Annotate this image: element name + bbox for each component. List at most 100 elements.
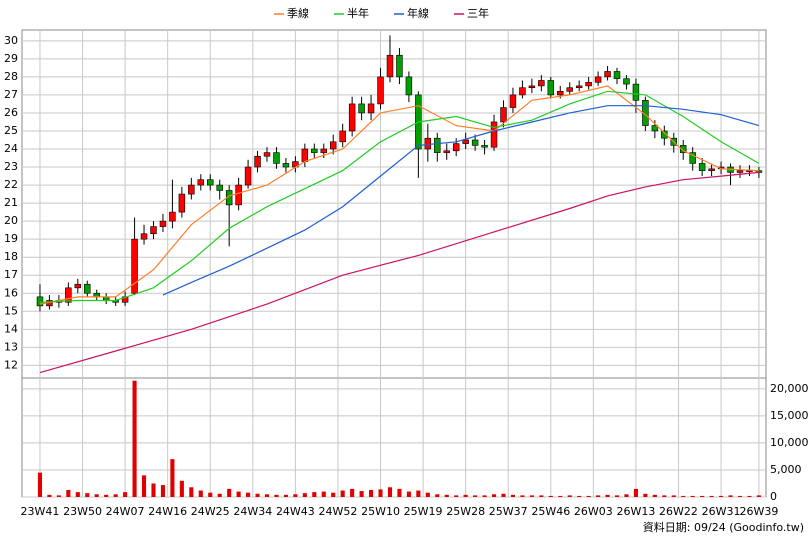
volume-bar xyxy=(444,494,449,497)
candle-body xyxy=(273,152,280,164)
y-tick-label: 25 xyxy=(4,124,18,137)
volume-bar xyxy=(75,492,80,497)
volume-bar xyxy=(605,494,610,497)
volume-bar xyxy=(217,493,222,497)
x-tick-label: 24W52 xyxy=(319,505,358,518)
ma-line xyxy=(39,85,759,305)
y-tick-label: 26 xyxy=(4,106,18,119)
candle-body xyxy=(329,141,337,150)
x-tick-label: 24W25 xyxy=(191,505,230,518)
candle-body xyxy=(65,287,72,303)
volume-bar xyxy=(567,495,572,497)
x-tick-label: 26W22 xyxy=(659,505,698,518)
y-tick-label: 29 xyxy=(4,52,18,65)
volume-bar xyxy=(293,494,298,497)
y-tick-label: 18 xyxy=(4,250,18,263)
candle-body xyxy=(509,94,517,108)
volume-bar xyxy=(700,495,705,497)
volume-bar xyxy=(747,495,752,497)
volume-bar xyxy=(737,495,743,497)
candle-body xyxy=(434,137,441,153)
candle-body xyxy=(36,296,44,307)
volume-bar xyxy=(558,495,563,497)
candle-body xyxy=(216,184,223,191)
x-tick-label: 25W28 xyxy=(446,505,485,518)
y-tick-label: 20,000 xyxy=(770,382,808,395)
candle-body xyxy=(661,130,668,139)
candle-body xyxy=(207,179,214,186)
volume-bar xyxy=(614,495,620,497)
x-tick-label: 23W50 xyxy=(63,505,102,518)
volume-bar xyxy=(246,492,251,497)
y-tick-label: 12 xyxy=(4,358,18,371)
candle-body xyxy=(490,121,498,148)
x-tick-label: 24W43 xyxy=(276,505,315,518)
volume-bar xyxy=(132,380,137,497)
candle-body xyxy=(159,220,167,227)
volume-bar xyxy=(652,494,657,497)
volume-bar xyxy=(340,490,345,497)
volume-bar xyxy=(66,489,71,497)
y-tick-label: 22 xyxy=(4,178,18,191)
volume-bar xyxy=(577,495,582,497)
volume-bar xyxy=(160,485,166,497)
x-tick-label: 24W07 xyxy=(106,505,145,518)
volume-bar xyxy=(151,483,156,497)
volume-bar xyxy=(123,492,128,497)
candle-body xyxy=(500,107,507,123)
candle-body xyxy=(301,148,309,162)
volume-bar xyxy=(643,493,648,497)
x-tick-label: 26W31 xyxy=(702,505,741,518)
candle-body xyxy=(471,139,479,146)
candle-body xyxy=(405,76,413,96)
volume-bar xyxy=(387,487,393,497)
x-tick-label: 25W46 xyxy=(531,505,570,518)
y-tick-label: 20 xyxy=(4,214,18,227)
candle-body xyxy=(358,103,365,114)
candle-body xyxy=(708,168,715,171)
candle-body xyxy=(377,76,384,105)
y-tick-label: 24 xyxy=(4,142,18,155)
volume-bar xyxy=(85,493,90,497)
volume-bar xyxy=(548,495,553,497)
y-tick-label: 28 xyxy=(4,70,18,83)
candle-body xyxy=(547,80,555,96)
candle-body xyxy=(462,139,469,144)
y-tick-label: 13 xyxy=(4,340,18,353)
volume-bar xyxy=(141,475,147,497)
candle-body xyxy=(311,148,318,153)
candle-body xyxy=(140,233,148,240)
candle-body xyxy=(396,54,403,78)
volume-bar xyxy=(406,491,411,497)
candle-body xyxy=(339,130,346,143)
candle-body xyxy=(566,87,573,92)
x-tick-label: 25W19 xyxy=(404,505,443,518)
footer: 資料日期: 09/24 (Goodinfo.tw) xyxy=(643,520,804,534)
volume-bar xyxy=(255,493,260,497)
volume-bar xyxy=(662,495,667,497)
candle-body xyxy=(528,85,536,88)
volume-bar xyxy=(56,495,61,497)
y-tick-label: 10,000 xyxy=(770,436,808,449)
volume-bar xyxy=(520,495,525,497)
y-tick-label: 17 xyxy=(4,268,18,281)
candle-body xyxy=(632,83,640,101)
candle-body xyxy=(263,152,271,157)
grid-layer xyxy=(22,30,766,498)
x-tick-label: 25W37 xyxy=(489,505,528,518)
x-tick-label: 24W16 xyxy=(148,505,187,518)
y-tick-label: 0 xyxy=(770,490,777,503)
volume-bar xyxy=(529,495,534,497)
volume-bar xyxy=(94,494,99,497)
volume-bar xyxy=(728,495,733,497)
y-tick-label: 21 xyxy=(4,196,18,209)
volume-bar xyxy=(274,494,279,497)
volume-bar xyxy=(397,488,402,497)
label-layer: 12 13 14 15 16 17 18 19 20 21 22 23 24 25 26 27 28 29 30 季線… xyxy=(4,6,808,518)
y-tick-label: 19 xyxy=(4,232,18,245)
candle-body xyxy=(367,103,375,114)
volume-bar xyxy=(208,492,213,497)
x-tick-label: 26W39 xyxy=(739,505,778,518)
volume-bar xyxy=(179,480,184,497)
